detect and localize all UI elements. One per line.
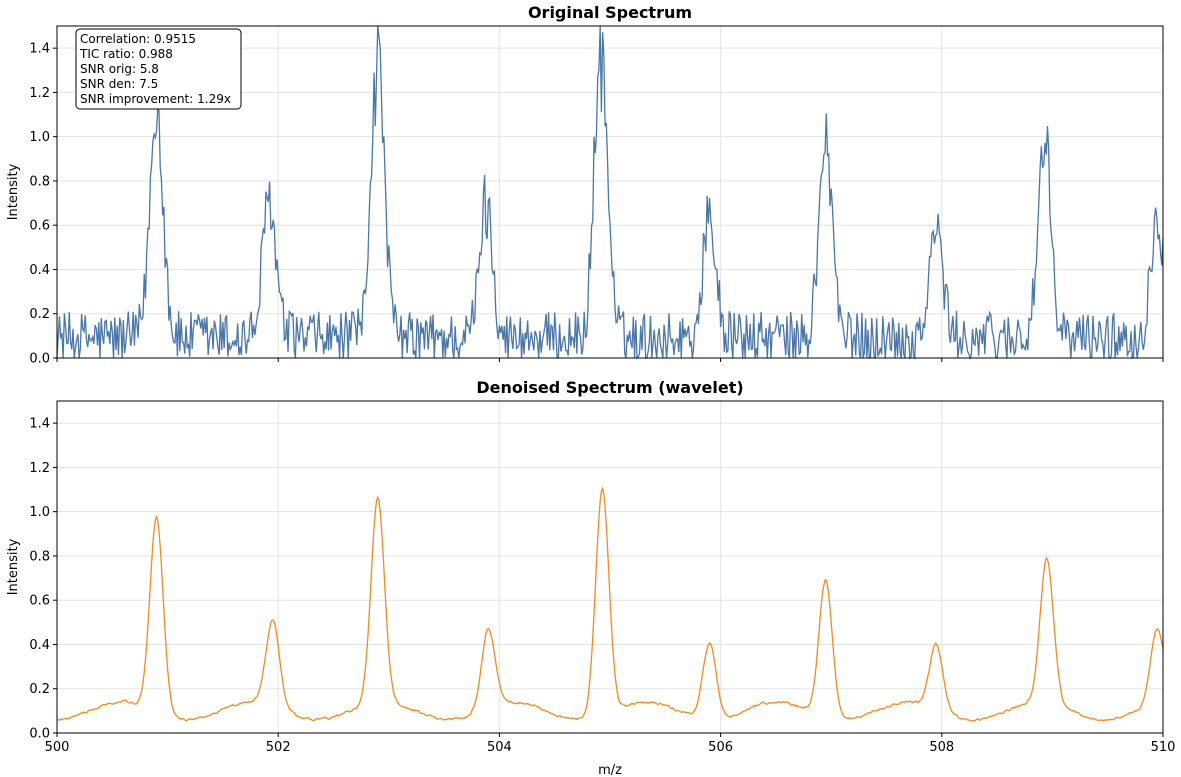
y-tick-label: 0.8 <box>29 549 50 564</box>
y-ticks: 0.0 0.2 0.4 0.6 0.8 1.0 1.2 1.4 <box>29 417 57 742</box>
x-tick-label: 508 <box>929 740 954 755</box>
y-tick-label: 0.4 <box>29 263 50 278</box>
x-tick-label: 502 <box>266 740 291 755</box>
y-tick-label: 0.0 <box>29 352 50 367</box>
y-tick-label: 0.6 <box>29 219 50 234</box>
x-axis-label: m/z <box>598 763 622 777</box>
original-spectrum-panel: Original Spectrum 0.0 0.2 0.4 0.6 0.8 1.0 1.2 1… <box>6 3 1164 367</box>
y-tick-label: 1.2 <box>29 86 50 101</box>
stat-snr-improvement: SNR improvement: 1.29x <box>80 92 231 106</box>
x-tick-label: 510 <box>1151 740 1176 755</box>
grid <box>56 401 1164 734</box>
stats-annotation: Correlation: 0.9515 TIC ratio: 0.988 SNR… <box>75 28 242 110</box>
x-tick-label: 500 <box>45 740 70 755</box>
denoised-spectrum-line <box>56 486 1164 722</box>
original-spectrum-line <box>56 25 1164 361</box>
stat-snr-orig: SNR orig: 5.8 <box>80 62 159 76</box>
y-axis-label: Intensity <box>6 538 21 595</box>
plot-frame <box>56 25 1164 359</box>
chart-title: Original Spectrum <box>528 3 692 22</box>
plot-frame <box>56 400 1164 734</box>
stats-box <box>75 28 242 110</box>
y-tick-label: 0.8 <box>29 174 50 189</box>
chart-title: Denoised Spectrum (wavelet) <box>476 378 743 397</box>
stat-correlation: Correlation: 0.9515 <box>80 32 196 46</box>
y-tick-label: 1.2 <box>29 461 50 476</box>
x-tick-label: 504 <box>487 740 512 755</box>
y-tick-label: 0.6 <box>29 594 50 609</box>
y-tick-label: 1.0 <box>29 130 50 145</box>
y-tick-label: 1.0 <box>29 505 50 520</box>
stat-tic-ratio: TIC ratio: 0.988 <box>79 47 173 61</box>
y-tick-label: 0.0 <box>29 727 50 742</box>
y-tick-label: 0.4 <box>29 638 50 653</box>
y-tick-label: 0.2 <box>29 307 50 322</box>
y-tick-label: 1.4 <box>29 417 50 432</box>
denoised-spectrum-panel: Denoised Spectrum (wavelet) 500 502 504 506… <box>6 378 1175 777</box>
y-ticks: 0.0 0.2 0.4 0.6 0.8 1.0 1.2 1.4 <box>29 42 57 367</box>
y-tick-label: 1.4 <box>29 42 50 57</box>
x-ticks <box>56 358 1164 362</box>
x-ticks: 500 502 504 506 508 510 <box>45 733 1176 755</box>
x-tick-label: 506 <box>708 740 733 755</box>
stat-snr-den: SNR den: 7.5 <box>80 77 158 91</box>
y-tick-label: 0.2 <box>29 682 50 697</box>
y-axis-label: Intensity <box>6 163 21 220</box>
